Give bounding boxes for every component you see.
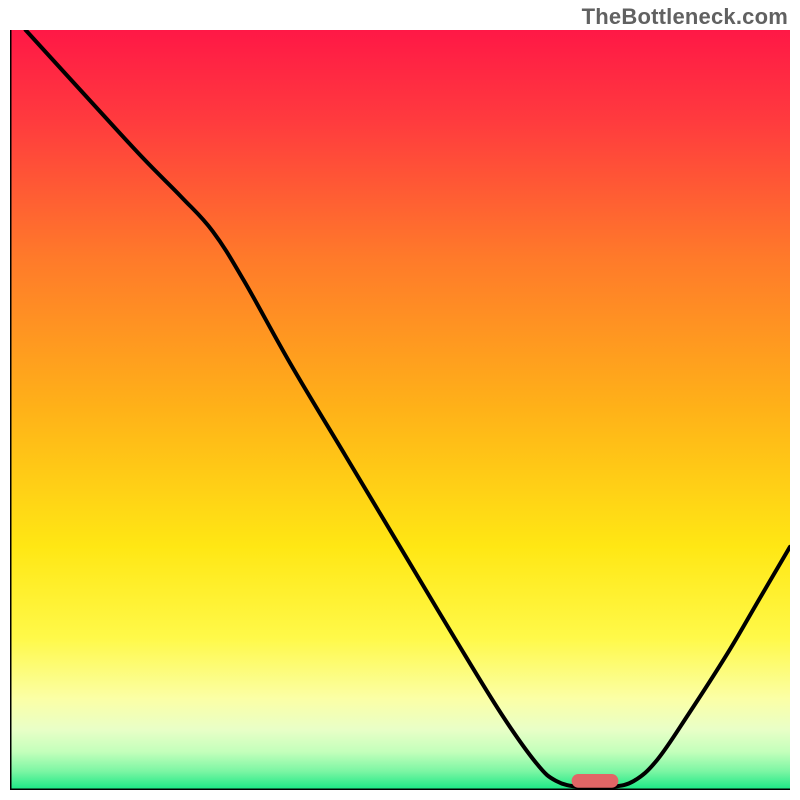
bottleneck-chart-figure: TheBottleneck.com	[0, 0, 800, 800]
gradient-background	[10, 30, 790, 790]
chart-svg	[10, 30, 790, 790]
watermark-text: TheBottleneck.com	[582, 4, 788, 30]
plot-area	[10, 30, 790, 790]
optimal-marker	[572, 774, 619, 788]
